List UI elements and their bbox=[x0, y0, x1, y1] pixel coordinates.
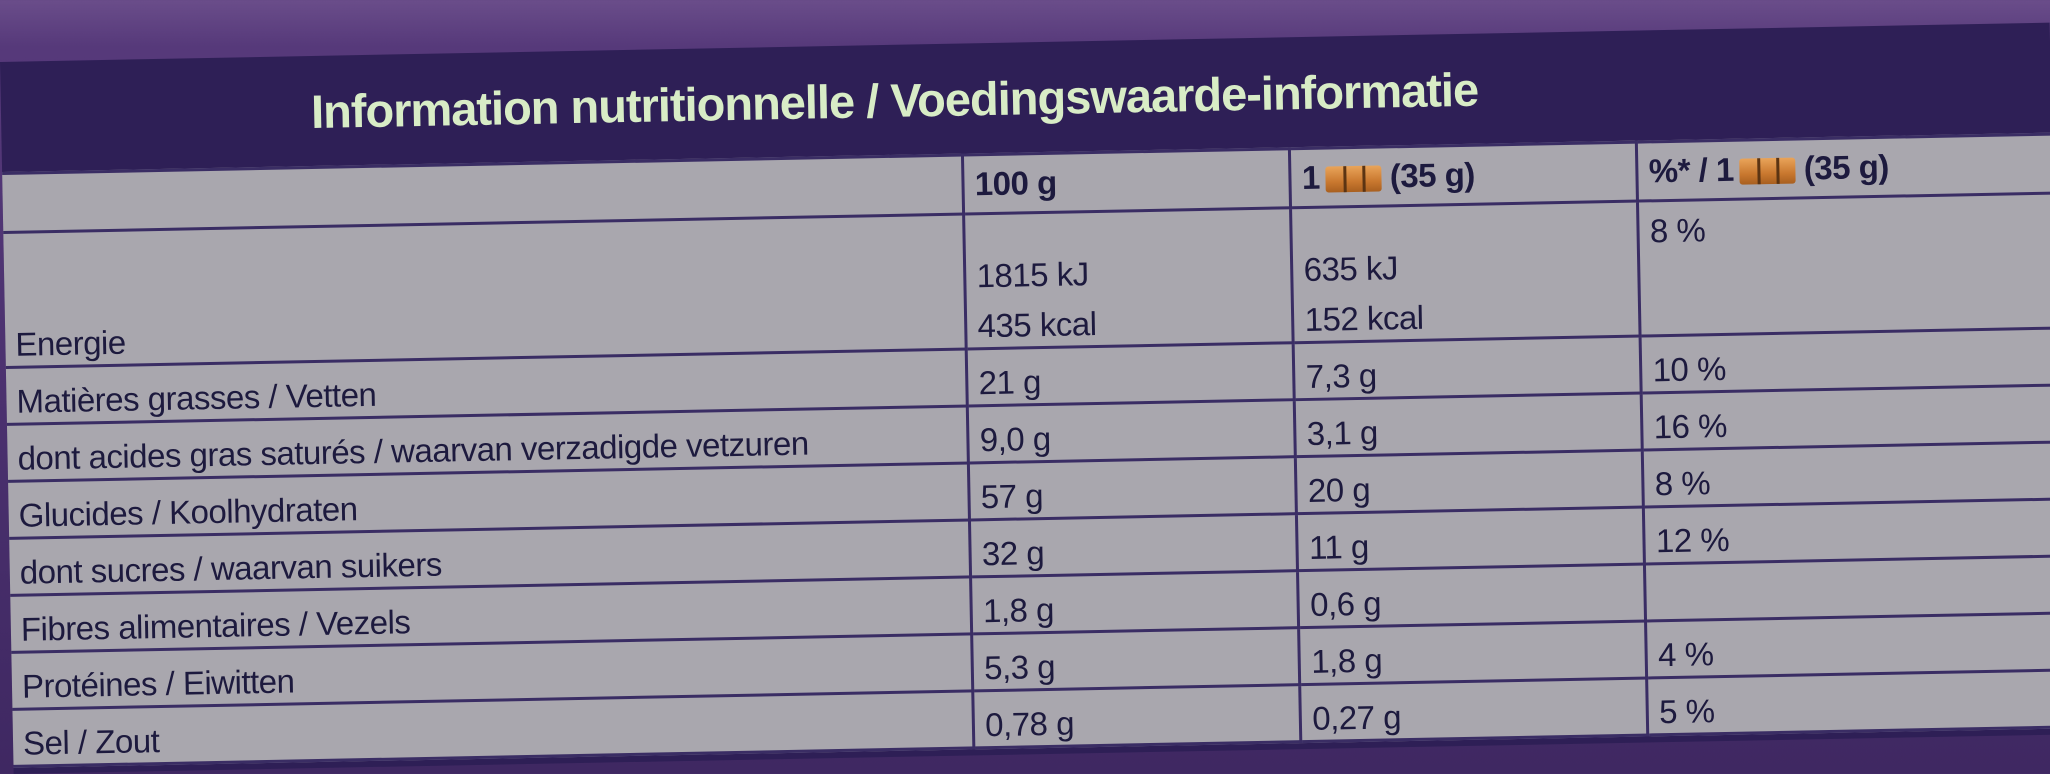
row-ri: 12 % bbox=[1643, 499, 2050, 565]
row-portion: 0,6 g bbox=[1297, 564, 1646, 628]
row-per100: 32 g bbox=[969, 513, 1298, 577]
row-portion: 20 g bbox=[1295, 450, 1644, 514]
row-per100: 57 g bbox=[968, 456, 1297, 520]
header-portion: 1 (35 g) bbox=[1289, 142, 1638, 208]
nutrition-panel: Information nutritionnelle / Voedingswaa… bbox=[0, 22, 2050, 774]
row-ri: 4 % bbox=[1645, 613, 2050, 678]
row-per100: 1,8 g bbox=[970, 570, 1300, 634]
energy-ri: 8 % bbox=[1637, 193, 2050, 337]
energy-per100: 1815 kJ 435 kcal bbox=[963, 207, 1294, 349]
header-ri-suffix: (35 g) bbox=[1803, 147, 1890, 187]
row-ri: 10 % bbox=[1640, 328, 2050, 394]
row-portion: 3,1 g bbox=[1294, 393, 1643, 457]
chocolate-pieces-icon bbox=[1325, 165, 1383, 193]
energy-per100-kcal: 435 kcal bbox=[977, 305, 1097, 345]
row-ri: 16 % bbox=[1641, 385, 2050, 451]
header-per100: 100 g bbox=[962, 148, 1292, 215]
chocolate-pieces-icon bbox=[1739, 157, 1797, 185]
row-portion: 7,3 g bbox=[1293, 336, 1642, 400]
row-ri bbox=[1644, 556, 2050, 622]
row-per100: 0,78 g bbox=[973, 684, 1302, 748]
row-portion: 11 g bbox=[1296, 507, 1645, 571]
header-portion-suffix: (35 g) bbox=[1389, 155, 1476, 195]
energy-portion-kj: 635 kJ bbox=[1303, 249, 1399, 289]
row-per100: 21 g bbox=[966, 342, 1295, 406]
row-portion: 0,27 g bbox=[1300, 677, 1649, 742]
row-portion: 1,8 g bbox=[1299, 621, 1648, 685]
page-title: Information nutritionnelle / Voedingswaa… bbox=[310, 62, 1479, 138]
energy-label: Energie bbox=[3, 214, 967, 368]
header-portion-prefix: 1 bbox=[1301, 158, 1321, 197]
row-ri: 8 % bbox=[1642, 442, 2050, 508]
energy-per100-kj: 1815 kJ bbox=[976, 255, 1090, 295]
row-per100: 5,3 g bbox=[971, 627, 1301, 691]
header-ri: %* / 1 (35 g) bbox=[1636, 134, 2050, 202]
energy-portion: 635 kJ 152 kcal bbox=[1291, 201, 1641, 343]
nutrition-table: 100 g 1 (35 g) %* / 1 (35 g) Energie 1815 … bbox=[2, 132, 2050, 768]
energy-portion-kcal: 152 kcal bbox=[1304, 298, 1424, 338]
row-ri: 5 % bbox=[1647, 670, 2050, 735]
header-ri-prefix: %* / 1 bbox=[1648, 150, 1735, 190]
row-per100: 9,0 g bbox=[967, 399, 1296, 463]
